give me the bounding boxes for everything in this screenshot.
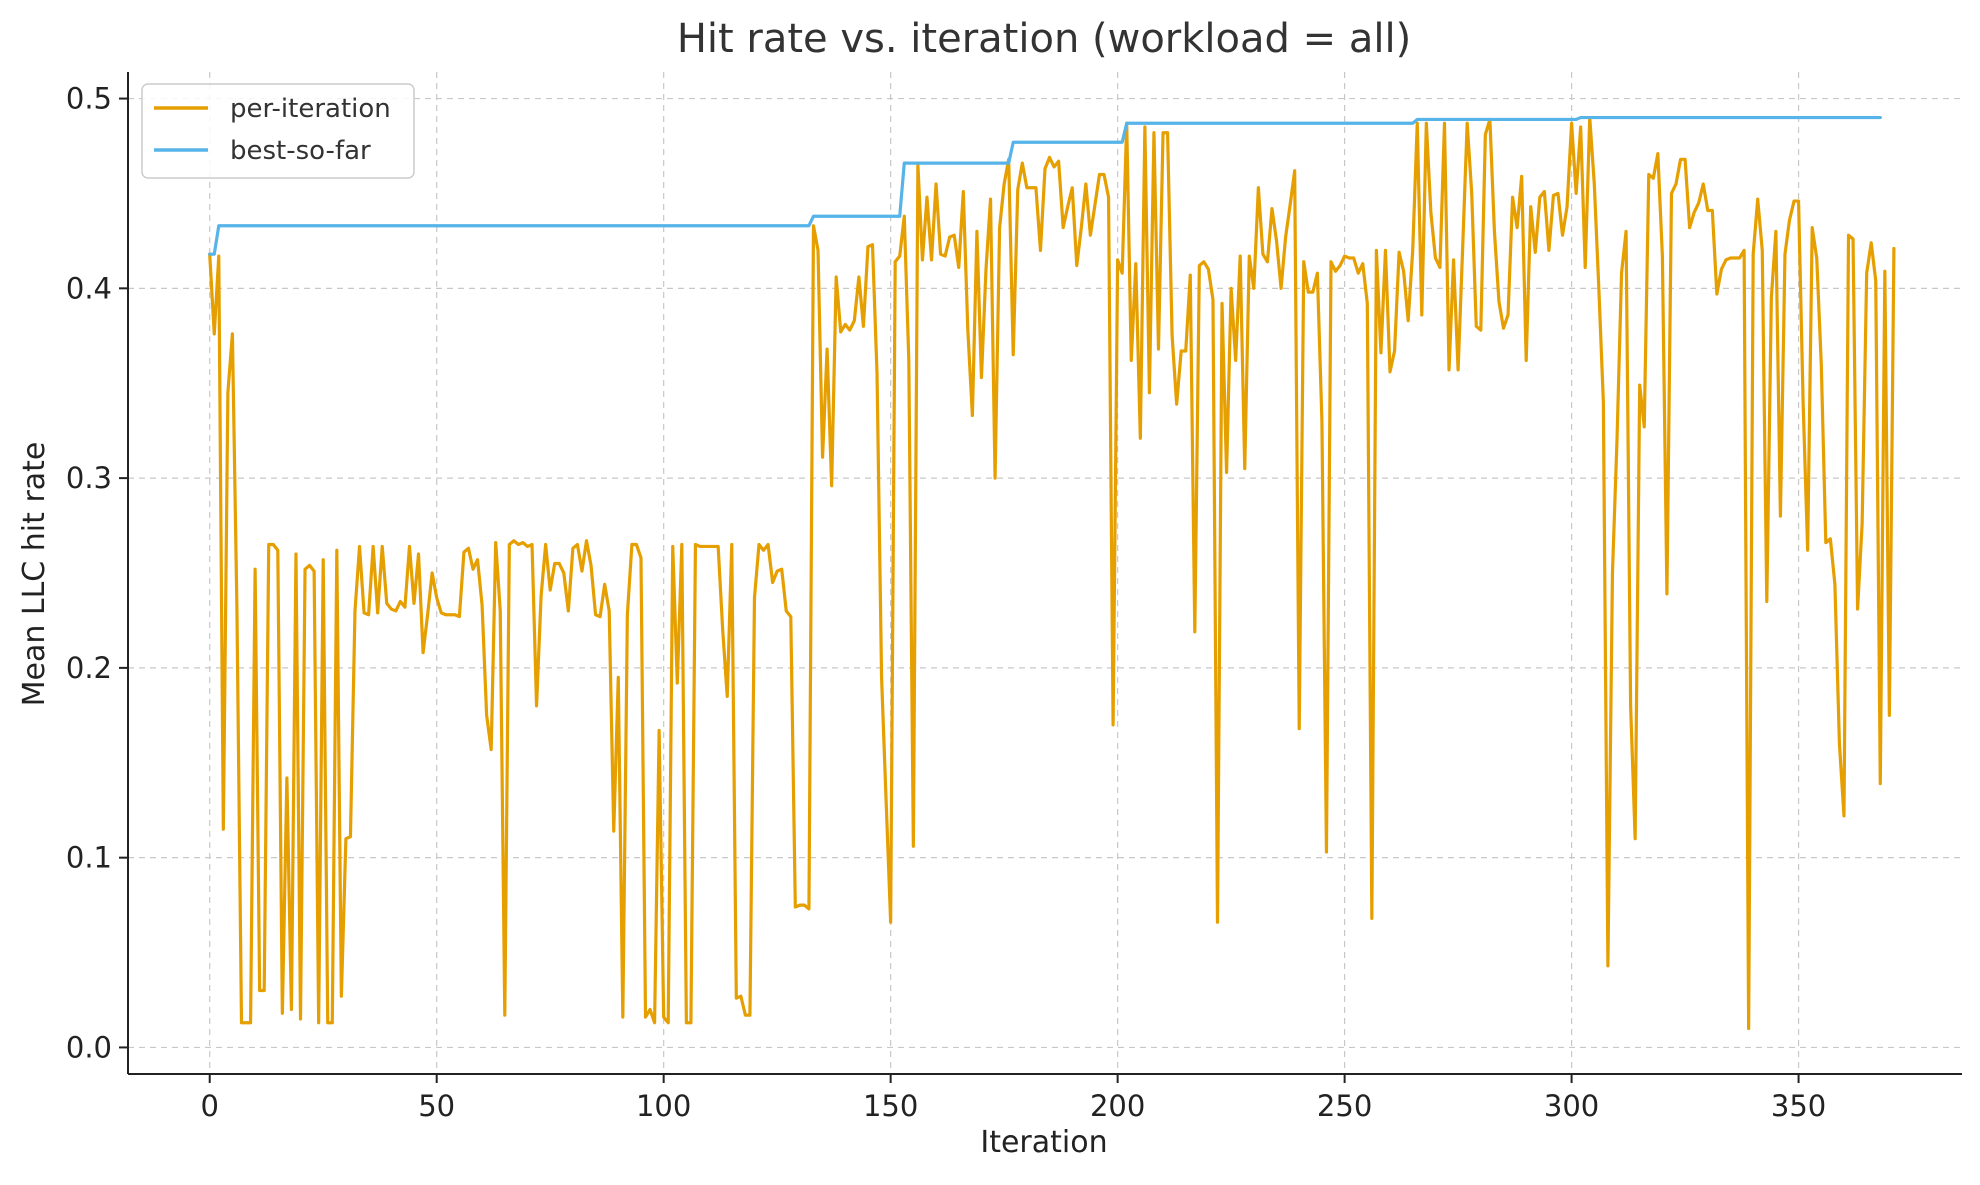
legend: per-iteration best-so-far (141, 83, 415, 179)
legend-label-per-iteration: per-iteration (230, 94, 391, 124)
y-tick-label: 0.4 (66, 271, 112, 305)
x-axis-label: Iteration (980, 1125, 1107, 1160)
x-tick-label: 150 (863, 1089, 918, 1123)
x-tick-label: 300 (1544, 1089, 1599, 1123)
series-layer (208, 115, 1896, 1031)
x-axis-ticks: 0 50 100 150 200 250 300 350 (200, 1074, 1826, 1123)
y-tick-label: 0.3 (66, 461, 112, 495)
x-tick-label: 350 (1771, 1089, 1826, 1123)
y-axis-ticks: 0.0 0.1 0.2 0.3 0.4 0.5 (66, 82, 128, 1064)
x-tick-label: 0 (200, 1089, 218, 1123)
y-tick-label: 0.5 (66, 82, 112, 116)
y-tick-label: 0.1 (66, 841, 112, 875)
series-line-per-iteration (208, 115, 1896, 1031)
series-line-best-so-far (208, 115, 1882, 256)
y-tick-label: 0.0 (66, 1030, 112, 1064)
x-tick-label: 200 (1090, 1089, 1145, 1123)
chart-title: Hit rate vs. iteration (workload = all) (677, 16, 1411, 62)
y-axis-label: Mean LLC hit rate (17, 442, 52, 707)
axes (127, 72, 1962, 1075)
x-tick-label: 50 (418, 1089, 455, 1123)
grid-lines (128, 72, 1962, 1074)
legend-label-best-so-far: best-so-far (230, 136, 371, 166)
x-tick-label: 250 (1317, 1089, 1372, 1123)
legend-box (141, 83, 415, 179)
x-tick-label: 100 (636, 1089, 691, 1123)
y-tick-label: 0.2 (66, 651, 112, 685)
